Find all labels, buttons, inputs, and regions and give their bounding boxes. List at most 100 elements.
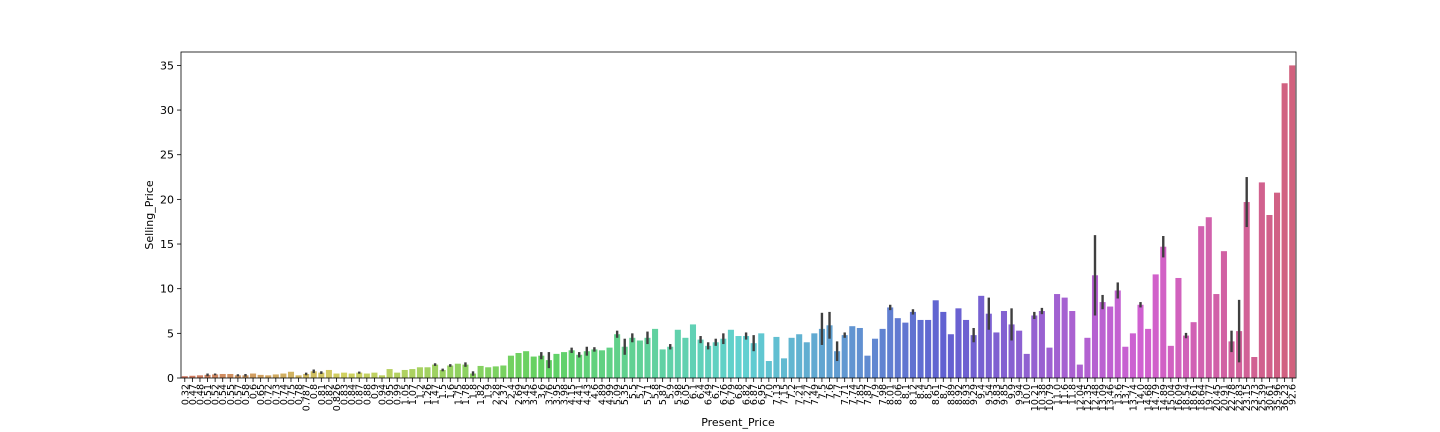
bar [1107, 306, 1114, 378]
bar [1258, 182, 1265, 378]
bar [712, 342, 719, 378]
bar [257, 374, 264, 378]
bar [492, 366, 499, 378]
x-tick-label: 30.61 [1265, 384, 1276, 411]
bar [530, 356, 537, 378]
bar [993, 332, 1000, 378]
x-axis-label: Present_Price [701, 416, 775, 429]
bar [1084, 337, 1091, 378]
x-tick-label: 9.85 [999, 384, 1010, 405]
bar [189, 375, 196, 378]
bar [348, 373, 355, 378]
bar [1167, 345, 1174, 378]
x-tick-label: 6.49 [704, 384, 715, 405]
x-tick-label: 0.81 [317, 384, 328, 405]
bar [454, 363, 461, 378]
bar [1251, 357, 1258, 378]
bar [523, 351, 530, 378]
bar [272, 374, 279, 378]
bar [1175, 277, 1182, 378]
x-tick-label: 1.9 [484, 384, 495, 399]
bar [341, 372, 348, 378]
bar [894, 318, 901, 378]
bar [409, 369, 416, 378]
bar [1008, 324, 1015, 378]
bar [871, 338, 879, 378]
x-tick-label: 0.47 [188, 384, 199, 405]
bar [811, 333, 818, 378]
x-tick-label: 18.64 [1197, 384, 1208, 411]
bar [682, 337, 689, 378]
bar [439, 369, 446, 378]
x-tick-label: 8.93 [962, 384, 973, 405]
bar [1023, 353, 1030, 378]
x-tick-label: 0.82 [324, 384, 335, 405]
x-tick-label: 7.71 [840, 384, 851, 405]
x-tick-label: 2.4 [506, 384, 517, 399]
x-tick-label: 22.78 [1227, 384, 1238, 411]
bar [1198, 226, 1205, 378]
bar [507, 355, 514, 378]
bar [1243, 202, 1250, 378]
bar [1145, 328, 1152, 378]
x-tick-label: 8.61 [931, 384, 942, 405]
x-tick-label: 14.89 [1159, 384, 1170, 411]
bar [485, 367, 492, 378]
x-tick-label: 0.9 [370, 384, 381, 399]
bar [333, 373, 340, 378]
bar [515, 352, 522, 378]
bar [887, 307, 894, 378]
bar [970, 335, 977, 378]
x-tick-label: 0.84 [347, 384, 358, 405]
plot-frame [180, 51, 1297, 379]
x-tick-label: 11.0 [1053, 384, 1064, 405]
x-tick-label: 1.8 [469, 384, 480, 399]
x-tick-label: 7.27 [802, 384, 813, 405]
x-tick-label: 0.8 [309, 384, 320, 399]
bar [378, 375, 386, 378]
x-tick-label: 4.89 [597, 384, 608, 405]
bar [295, 375, 302, 378]
x-tick-label: 8.1 [901, 384, 912, 399]
bar [538, 355, 545, 378]
bar [234, 375, 241, 378]
x-tick-label: 13.09 [1098, 384, 1109, 411]
x-tick-label: 1.05 [400, 384, 411, 405]
bar [932, 300, 939, 378]
bar [401, 369, 408, 378]
x-tick-label: 8.12 [908, 384, 919, 405]
x-tick-label: 9.29 [969, 384, 980, 405]
x-tick-label: 10.38 [1037, 384, 1048, 411]
x-tick-label: 12.48 [1090, 384, 1101, 411]
bar [181, 376, 188, 378]
x-tick-label: 13.6 [1113, 384, 1124, 405]
bar [1129, 333, 1136, 378]
x-tick-label: 0.51 [203, 384, 214, 405]
bar [227, 373, 234, 378]
bar [1099, 302, 1106, 378]
x-tick-label: 5.98 [673, 384, 684, 405]
bar [674, 329, 681, 378]
bar [583, 351, 590, 378]
bar [947, 334, 954, 378]
bar [849, 326, 856, 378]
y-tick-label: 25 [160, 149, 174, 162]
x-tick-label: 1.47 [431, 384, 442, 405]
bar [1076, 364, 1083, 378]
x-tick-label: 10.0 [1022, 384, 1033, 405]
x-tick-label: 7.74 [848, 384, 859, 405]
x-tick-label: 0.83 [340, 384, 351, 405]
bar [310, 371, 317, 378]
x-tick-label: 0.73 [271, 384, 282, 405]
y-tick-label: 15 [160, 238, 174, 251]
x-tick-label: 7.85 [855, 384, 866, 405]
x-tick-label: 2.69 [514, 384, 525, 405]
x-tick-label: 0.75 [286, 384, 297, 405]
x-tick-label: 6.1 [688, 384, 699, 399]
bar [644, 337, 651, 378]
bar [629, 337, 636, 378]
x-tick-label: 3.76 [544, 384, 555, 405]
bar [705, 345, 712, 378]
bar [864, 355, 871, 378]
